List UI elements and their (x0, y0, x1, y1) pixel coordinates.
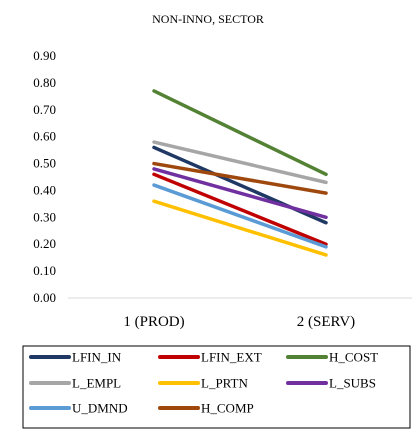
legend-label: L_SUBS (329, 376, 376, 391)
y-tick-label: 0.10 (33, 263, 56, 278)
legend-item-l-prtn: L_PRTN (158, 376, 249, 391)
legend-label: H_COMP (201, 401, 254, 416)
y-tick-label: 0.90 (33, 48, 56, 63)
y-tick-label: 0.30 (33, 209, 56, 224)
series-line-l-prtn (152, 199, 328, 257)
legend-item-lfin-ext: LFIN_EXT (158, 350, 262, 365)
chart-title: NON-INNO, SECTOR (152, 12, 264, 26)
x-category-label: 2 (SERV) (297, 314, 355, 330)
series-line-h-comp (152, 161, 328, 195)
y-tick-label: 0.00 (33, 290, 56, 305)
y-tick-label: 0.60 (33, 129, 56, 144)
legend-item-h-comp: H_COMP (158, 401, 254, 416)
legend-box (22, 345, 411, 429)
legend-label: LFIN_EXT (201, 350, 262, 365)
y-tick-label: 0.50 (33, 156, 56, 171)
x-category-label: 1 (PROD) (123, 314, 184, 330)
legend-item-h-cost: H_COST (286, 350, 378, 365)
y-tick-label: 0.80 (33, 75, 56, 90)
legend: LFIN_IN LFIN_EXT H_COST L_EMPL L_PRTN L_SUBS U… (29, 350, 378, 416)
legend-label: H_COST (329, 350, 378, 365)
series-line-u-dmnd (152, 183, 328, 249)
series-line-h-cost (152, 89, 328, 177)
series-line-l-subs (152, 167, 328, 220)
legend-item-l-empl: L_EMPL (29, 376, 121, 391)
legend-label: L_EMPL (72, 376, 121, 391)
y-tick-label: 0.20 (33, 236, 56, 251)
legend-label: LFIN_IN (72, 350, 122, 365)
legend-item-lfin-in: LFIN_IN (29, 350, 122, 365)
legend-item-l-subs: L_SUBS (286, 376, 376, 391)
series-line-lfin-ext (152, 172, 328, 246)
legend-item-u-dmnd: U_DMND (29, 401, 128, 416)
series-lines (152, 89, 328, 257)
legend-label: L_PRTN (201, 376, 249, 391)
x-category-labels: 1 (PROD) 2 (SERV) (123, 314, 355, 330)
series-line-l-empl (152, 140, 328, 185)
y-tick-label: 0.40 (33, 182, 56, 197)
y-tick-label: 0.70 (33, 102, 56, 117)
legend-label: U_DMND (72, 401, 128, 416)
y-tick-labels: 0.00 0.10 0.20 0.30 0.40 0.50 0.60 0.70 0.80 0.90 (33, 48, 56, 305)
